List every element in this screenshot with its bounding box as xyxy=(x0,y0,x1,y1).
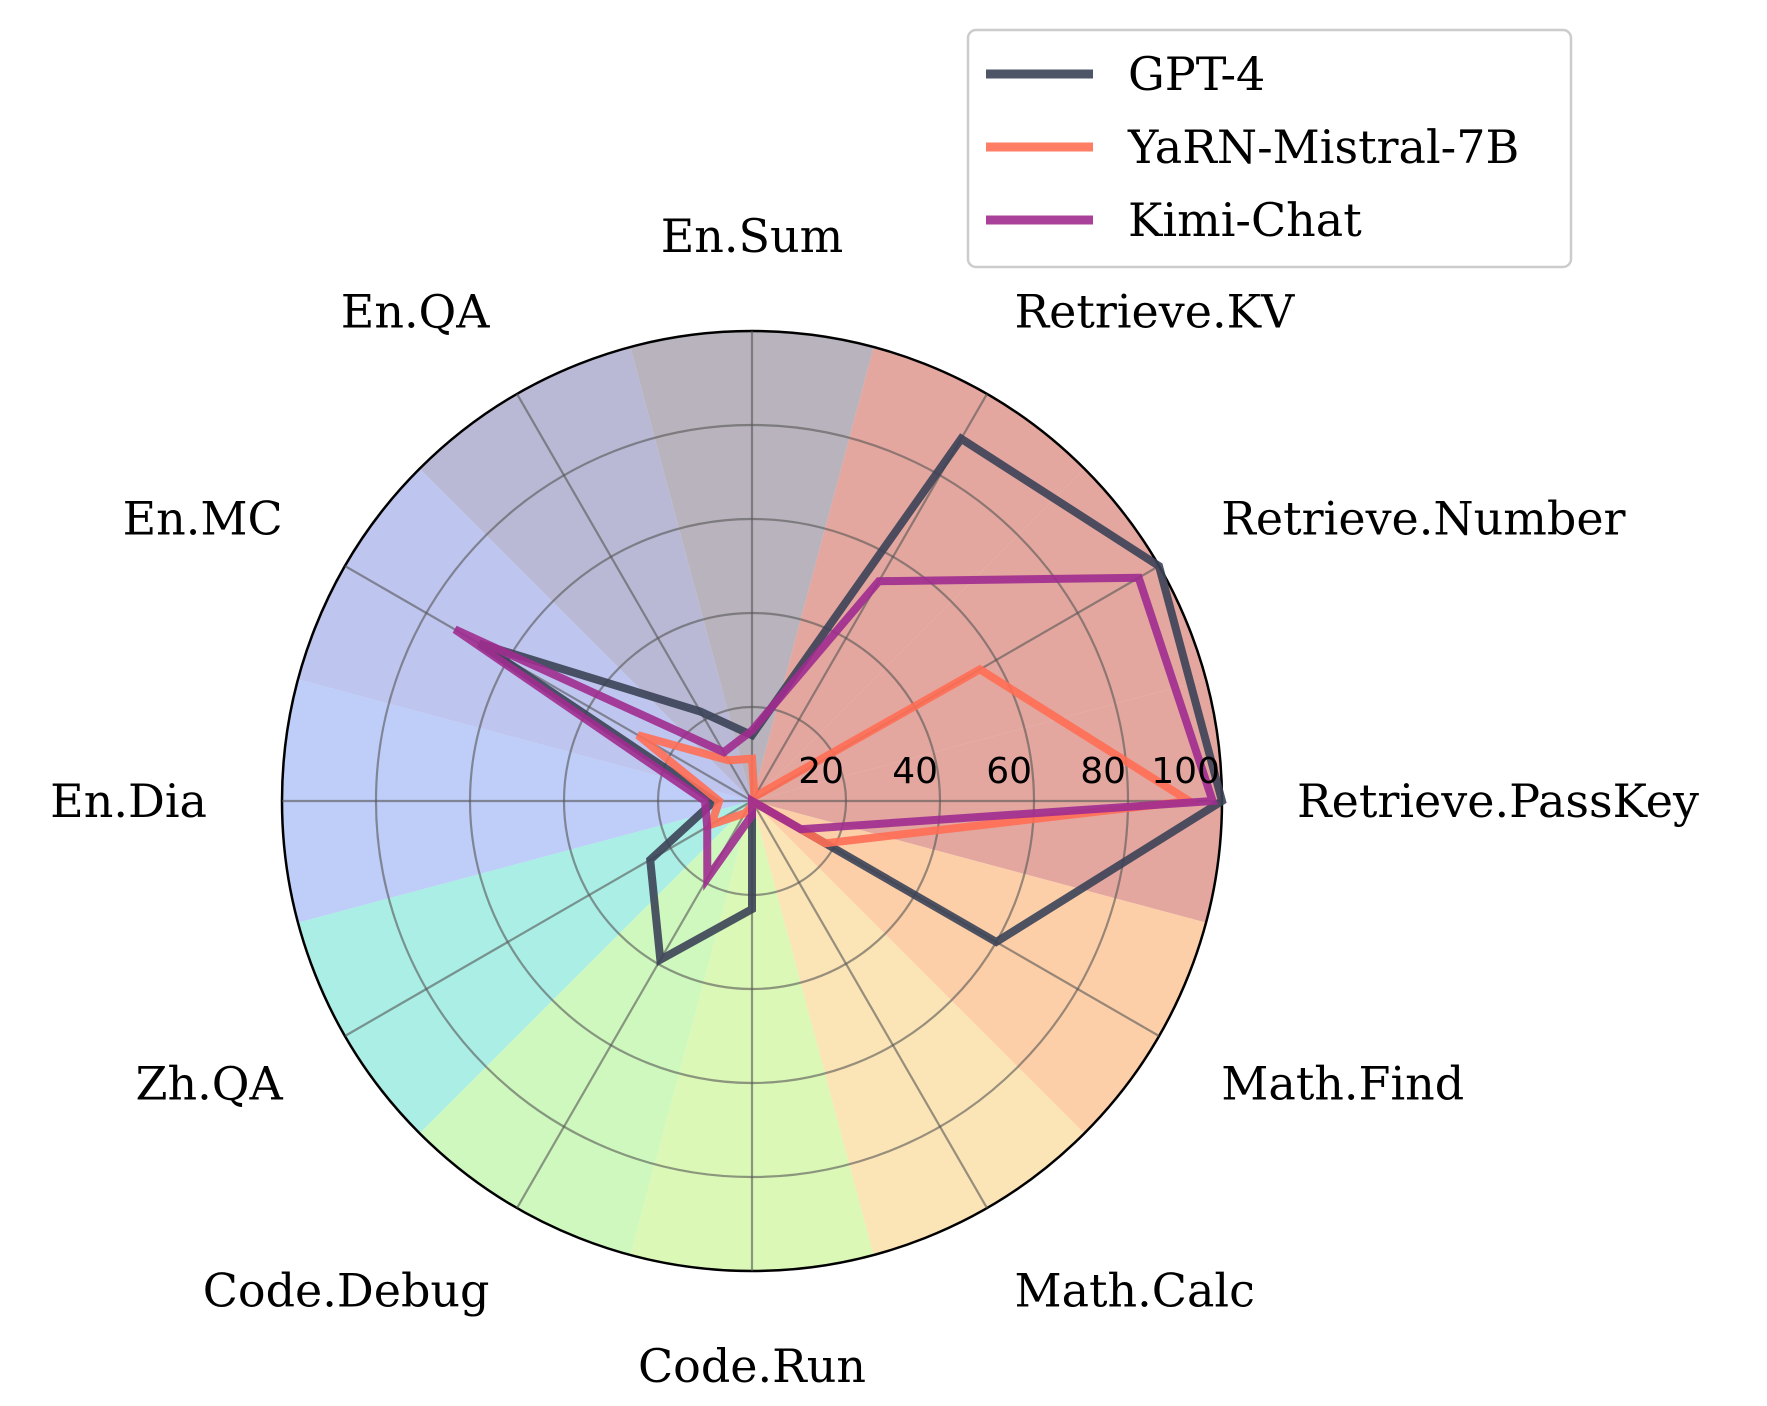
radial-grid xyxy=(280,329,1224,1273)
spoke-math-calc xyxy=(751,800,988,1209)
category-label-en-qa: En.QA xyxy=(341,285,491,339)
category-label-retrieve-kv: Retrieve.KV xyxy=(1015,285,1295,339)
series-lines xyxy=(452,433,1227,967)
category-label-retrieve-number: Retrieve.Number xyxy=(1221,492,1625,546)
legend-label-gpt-4: GPT-4 xyxy=(1128,47,1265,101)
tick-label-60: 60 xyxy=(986,751,1032,792)
category-label-en-sum: En.Sum xyxy=(661,209,844,263)
tick-label-40: 40 xyxy=(892,751,938,792)
category-label-code-debug: Code.Debug xyxy=(203,1263,490,1317)
category-label-code-run: Code.Run xyxy=(638,1339,866,1393)
legend-box xyxy=(966,28,1573,269)
spoke-zh-qa xyxy=(344,800,753,1037)
tick-label-20: 20 xyxy=(798,751,844,792)
legend-label-kimi-chat: Kimi-Chat xyxy=(1128,193,1362,247)
legend-label-yarn-mistral-7b: YaRN-Mistral-7B xyxy=(1127,120,1519,174)
category-label-retrieve-passkey: Retrieve.PassKey xyxy=(1297,774,1699,828)
radial-tick-labels: 20 40 60 80 100 xyxy=(798,751,1220,792)
category-label-math-find: Math.Find xyxy=(1221,1057,1464,1111)
category-label-en-mc: En.MC xyxy=(123,492,283,546)
spoke-en-qa xyxy=(516,393,753,802)
category-label-math-calc: Math.Calc xyxy=(1015,1263,1255,1317)
legend: GPT-4 YaRN-Mistral-7B Kimi-Chat xyxy=(966,28,1573,269)
tick-label-100: 100 xyxy=(1151,751,1220,792)
spoke-en-mc xyxy=(344,565,753,802)
category-label-zh-qa: Zh.QA xyxy=(136,1057,284,1111)
category-label-en-dia: En.Dia xyxy=(50,774,207,828)
tick-label-80: 80 xyxy=(1080,751,1126,792)
category-labels: Retrieve.PassKey Retrieve.Number Retrieve.… xyxy=(50,209,1699,1393)
